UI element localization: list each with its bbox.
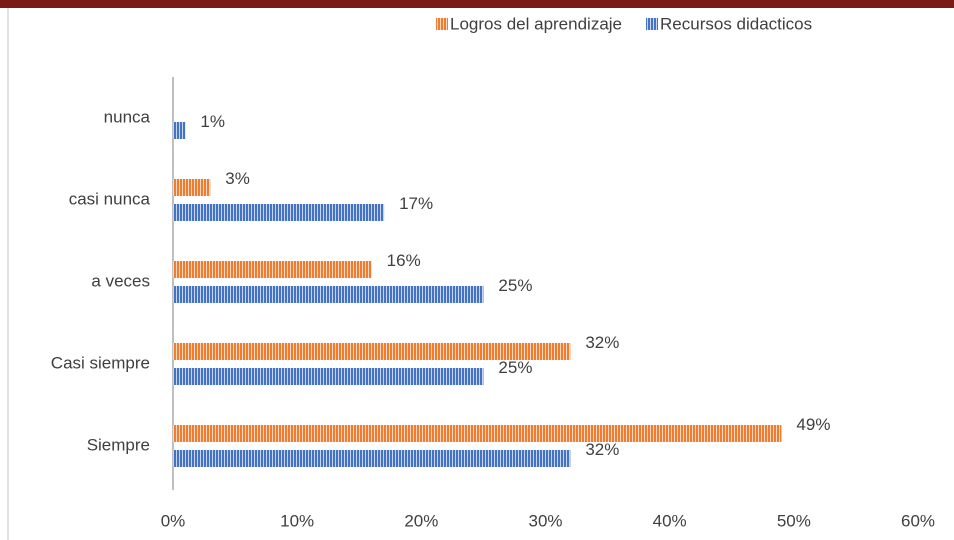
y-tick-label: Casi siempre	[51, 353, 150, 372]
legend-swatch	[646, 18, 659, 30]
y-tick-label: nunca	[104, 107, 151, 126]
bar	[173, 179, 211, 196]
x-tick-label: 60%	[901, 511, 935, 530]
bar	[173, 450, 571, 467]
data-label: 25%	[498, 358, 532, 377]
bar	[173, 343, 571, 360]
y-tick-label: Siempre	[87, 435, 150, 454]
y-tick-label: casi nunca	[69, 189, 151, 208]
bar	[173, 286, 484, 303]
legend-label: Logros del aprendizaje	[450, 14, 622, 33]
legend-label: Recursos didacticos	[660, 14, 812, 33]
data-label: 25%	[498, 276, 532, 295]
bar	[173, 425, 782, 442]
data-label: 32%	[585, 440, 619, 459]
top-band	[0, 0, 954, 8]
bar	[173, 261, 372, 278]
data-label: 3%	[225, 169, 250, 188]
data-label: 16%	[387, 251, 421, 270]
data-label: 1%	[200, 112, 225, 131]
bar	[173, 204, 385, 221]
bar	[173, 122, 186, 139]
data-label: 49%	[796, 415, 830, 434]
x-tick-label: 50%	[777, 511, 811, 530]
x-tick-label: 20%	[404, 511, 438, 530]
x-tick-label: 10%	[280, 511, 314, 530]
bar	[173, 368, 484, 385]
data-label: 32%	[585, 333, 619, 352]
y-tick-label: a veces	[91, 271, 150, 290]
x-tick-label: 40%	[653, 511, 687, 530]
legend-swatch	[436, 18, 448, 30]
data-label: 17%	[399, 194, 433, 213]
x-tick-label: 0%	[161, 511, 186, 530]
x-tick-label: 30%	[528, 511, 562, 530]
